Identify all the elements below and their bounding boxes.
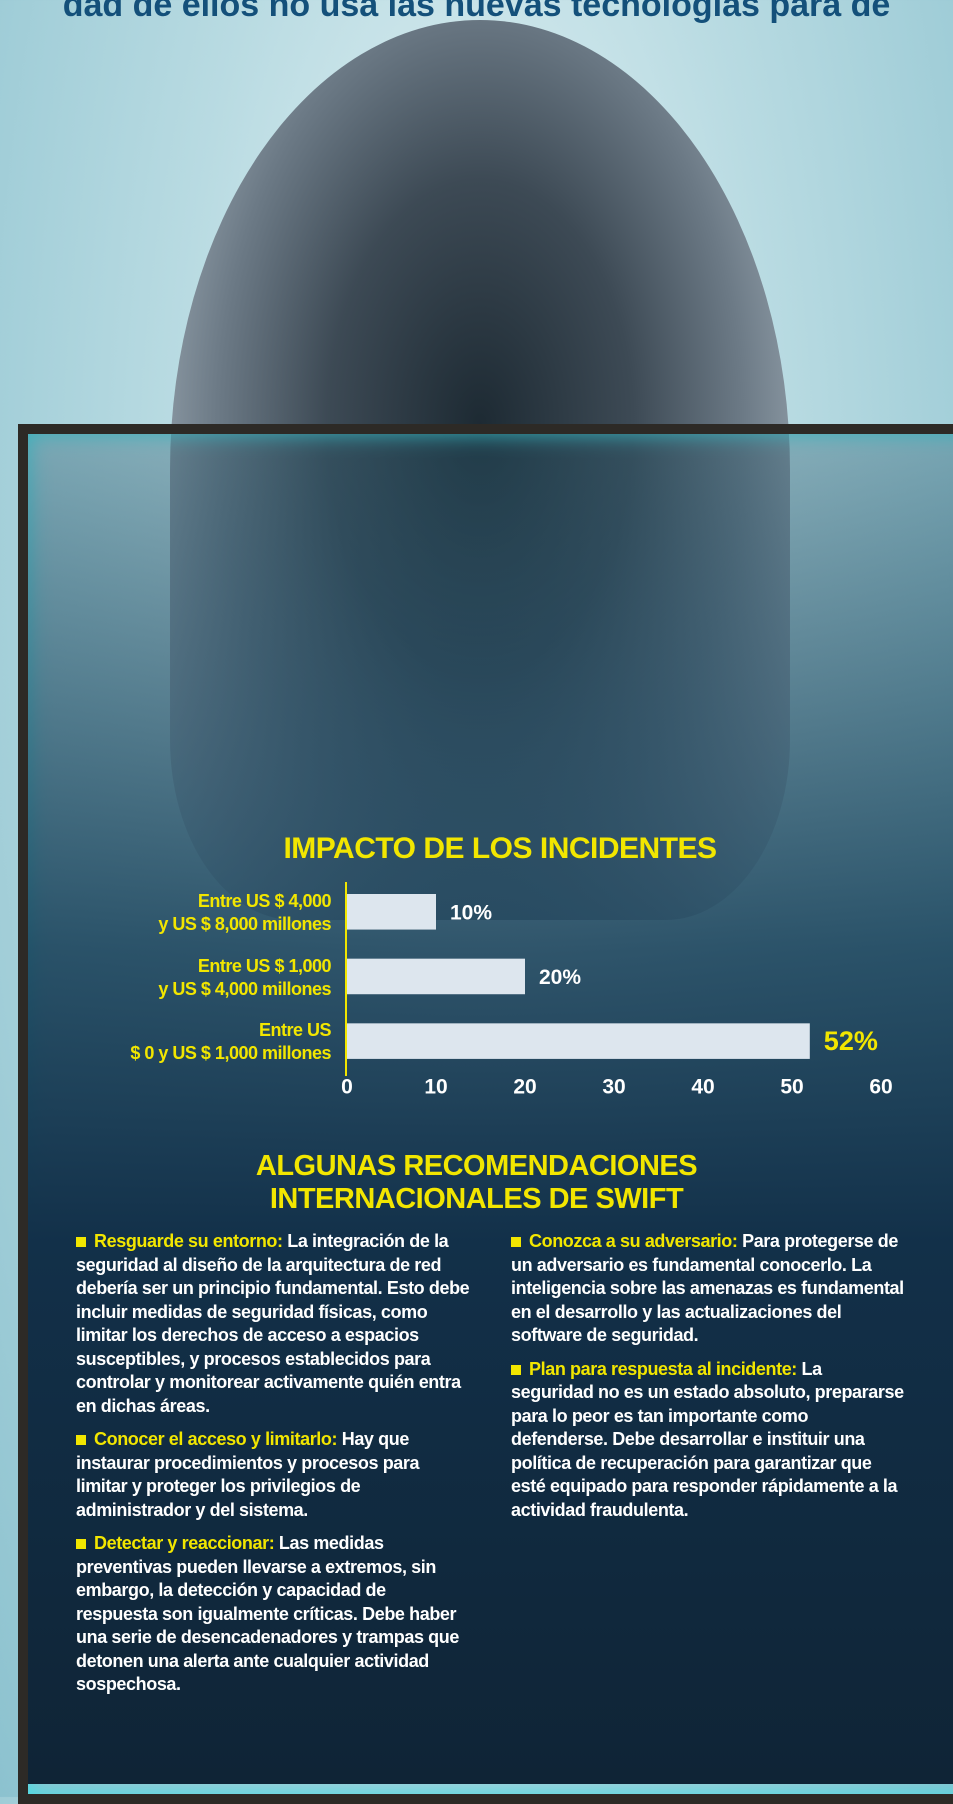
recommendation-text: La seguridad no es un estado absoluto, p… bbox=[511, 1359, 904, 1520]
bar bbox=[347, 959, 525, 995]
bar bbox=[347, 894, 436, 930]
bullet bbox=[76, 1237, 86, 1247]
x-tick-label: 60 bbox=[869, 1076, 892, 1099]
recommendation-heading: Detectar y reaccionar: bbox=[94, 1533, 274, 1553]
bullet bbox=[76, 1539, 86, 1549]
page: dad de ellos no usa las nuevas tecnologí… bbox=[0, 0, 953, 1797]
recommendation: Detectar y reaccionar: Las medidas preve… bbox=[76, 1532, 471, 1697]
x-tick-label: 0 bbox=[341, 1076, 353, 1099]
recommendations-title: ALGUNAS RECOMENDACIONES INTERNACIONALES … bbox=[0, 1150, 953, 1216]
bar bbox=[347, 1023, 810, 1059]
recommendation-heading: Conocer el acceso y limitarlo: bbox=[94, 1429, 337, 1449]
bullet bbox=[76, 1435, 86, 1445]
chart-title: IMPACTO DE LOS INCIDENTES bbox=[283, 832, 716, 865]
recommendation-text: La integración de la seguridad al diseño… bbox=[76, 1231, 469, 1416]
recommendation: Resguarde su entorno: La integración de … bbox=[76, 1230, 471, 1418]
recommendation-heading: Plan para respuesta al incidente: bbox=[529, 1359, 797, 1379]
recommendation: Conocer el acceso y limitarlo: Hay que i… bbox=[76, 1428, 471, 1522]
x-tick-label: 40 bbox=[691, 1076, 714, 1099]
value-label: 10% bbox=[450, 901, 492, 924]
recommendation-heading: Resguarde su entorno: bbox=[94, 1231, 283, 1251]
category-label: Entre US $ 4,000 y US $ 8,000 millones bbox=[31, 890, 331, 936]
recommendation-heading: Conozca a su adversario: bbox=[529, 1231, 737, 1251]
x-tick-label: 10 bbox=[424, 1076, 447, 1099]
x-tick-label: 20 bbox=[513, 1076, 536, 1099]
category-label: Entre US $ 1,000 y US $ 4,000 millones bbox=[31, 955, 331, 1001]
value-label: 52% bbox=[824, 1026, 878, 1056]
recommendation: Plan para respuesta al incidente: La seg… bbox=[511, 1358, 906, 1523]
recommendation-text: Las medidas preventivas pueden llevarse … bbox=[76, 1533, 459, 1694]
bullet bbox=[511, 1365, 521, 1375]
x-tick-label: 50 bbox=[780, 1076, 803, 1099]
category-label: Entre US $ 0 y US $ 1,000 millones bbox=[31, 1019, 331, 1065]
value-label: 20% bbox=[539, 966, 581, 989]
bullet bbox=[511, 1237, 521, 1247]
recommendation: Conozca a su adversario: Para protegerse… bbox=[511, 1230, 906, 1348]
recommendations: Resguarde su entorno: La integración de … bbox=[76, 1230, 906, 1700]
x-tick-label: 30 bbox=[602, 1076, 625, 1099]
